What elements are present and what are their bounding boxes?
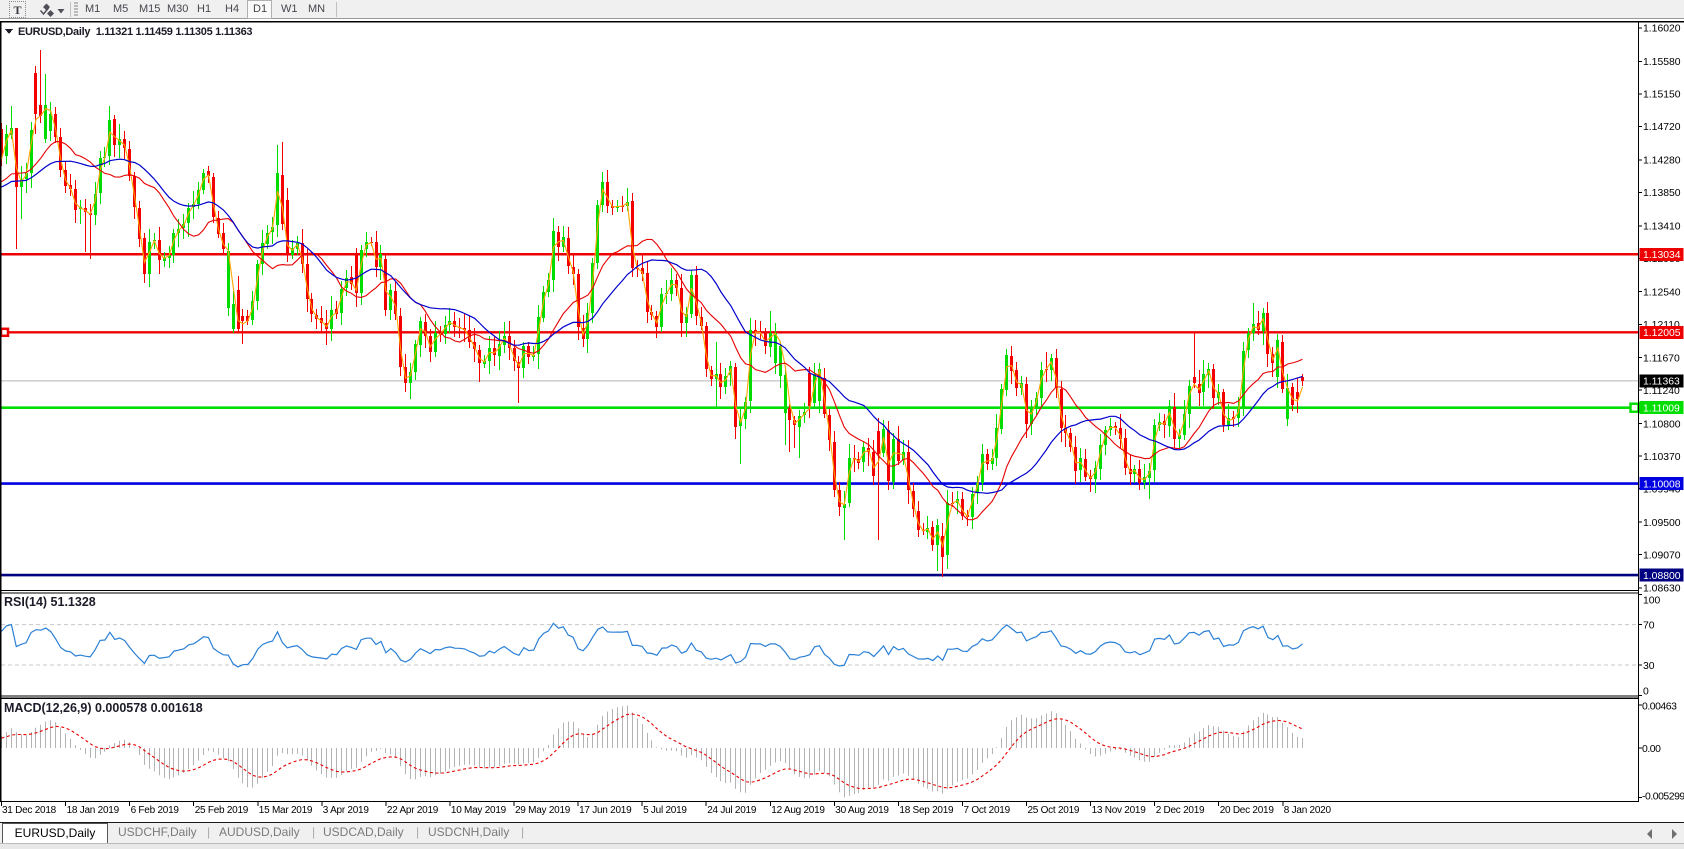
svg-text:1.15150: 1.15150 [1643,90,1681,101]
svg-text:29 May 2019: 29 May 2019 [515,805,571,816]
svg-text:0.00: 0.00 [1642,744,1661,755]
svg-text:1.11670: 1.11670 [1643,353,1680,364]
svg-text:10 May 2019: 10 May 2019 [451,805,507,816]
svg-text:70: 70 [1643,621,1655,632]
svg-text:22 Apr 2019: 22 Apr 2019 [387,805,439,816]
svg-text:1.09500: 1.09500 [1643,518,1681,529]
svg-text:1.12110: 1.12110 [1643,320,1680,331]
svg-text:1.11009: 1.11009 [1643,403,1680,414]
svg-text:2 Dec 2019: 2 Dec 2019 [1156,805,1205,816]
svg-text:1.16020: 1.16020 [1643,24,1681,35]
svg-text:0.00463: 0.00463 [1642,702,1677,713]
svg-text:15 Mar 2019: 15 Mar 2019 [259,805,313,816]
svg-text:1.08800: 1.08800 [1643,571,1681,582]
svg-text:30: 30 [1643,661,1655,672]
svg-text:1.13034: 1.13034 [1643,250,1681,261]
svg-text:1.11240: 1.11240 [1643,386,1680,397]
svg-text:1.12005: 1.12005 [1643,328,1681,339]
svg-text:1.09070: 1.09070 [1643,550,1681,561]
svg-text:18 Sep 2019: 18 Sep 2019 [899,805,954,816]
svg-text:24 Jul 2019: 24 Jul 2019 [707,805,757,816]
svg-text:RSI(14) 51.1328: RSI(14) 51.1328 [4,595,96,609]
svg-text:1.13410: 1.13410 [1643,222,1681,233]
svg-text:18 Jan 2019: 18 Jan 2019 [67,805,120,816]
svg-text:100: 100 [1643,596,1661,607]
svg-text:MACD(12,26,9) 0.000578 0.00161: MACD(12,26,9) 0.000578 0.001618 [4,701,203,715]
svg-text:1.13850: 1.13850 [1643,188,1681,199]
svg-text:1.14280: 1.14280 [1643,156,1681,167]
svg-text:25 Oct 2019: 25 Oct 2019 [1028,805,1080,816]
svg-text:12 Aug 2019: 12 Aug 2019 [771,805,825,816]
svg-text:31 Dec 2018: 31 Dec 2018 [2,805,57,816]
svg-text:1.14720: 1.14720 [1643,122,1681,133]
svg-text:13 Nov 2019: 13 Nov 2019 [1092,805,1147,816]
svg-text:1.12540: 1.12540 [1643,287,1681,298]
svg-text:1.10800: 1.10800 [1643,419,1681,430]
svg-text:30 Aug 2019: 30 Aug 2019 [835,805,889,816]
svg-text:EURUSD,Daily 1.11321 1.11459: EURUSD,Daily 1.11321 1.11459 1.11305 1.1… [18,26,252,38]
svg-text:1.10008: 1.10008 [1643,479,1681,490]
svg-text:1.15580: 1.15580 [1643,57,1681,68]
svg-text:8 Jan 2020: 8 Jan 2020 [1284,805,1332,816]
svg-text:20 Dec 2019: 20 Dec 2019 [1220,805,1275,816]
svg-text:17 Jun 2019: 17 Jun 2019 [579,805,632,816]
svg-text:-0.005299: -0.005299 [1642,792,1684,803]
svg-text:1.11363: 1.11363 [1643,377,1680,388]
svg-text:1.08630: 1.08630 [1643,584,1681,595]
svg-text:5 Jul 2019: 5 Jul 2019 [643,805,687,816]
svg-text:25 Feb 2019: 25 Feb 2019 [195,805,249,816]
svg-text:6 Feb 2019: 6 Feb 2019 [131,805,180,816]
svg-text:1.10370: 1.10370 [1643,452,1681,463]
svg-text:0: 0 [1643,686,1649,697]
svg-text:7 Oct 2019: 7 Oct 2019 [964,805,1011,816]
svg-text:3 Apr 2019: 3 Apr 2019 [323,805,370,816]
